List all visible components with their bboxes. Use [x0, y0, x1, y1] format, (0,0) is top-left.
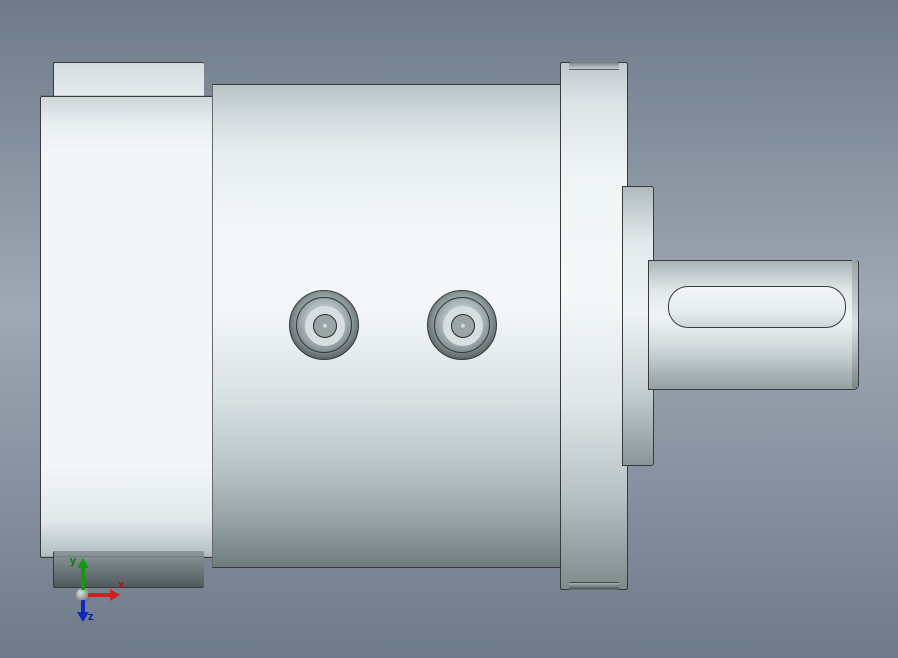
triad-x-axis: [88, 593, 112, 597]
cad-model[interactable]: [40, 62, 870, 592]
shaft-end-face: [852, 260, 859, 388]
rear-block-edge-t: [40, 95, 216, 96]
cad-viewport[interactable]: y x z: [0, 0, 898, 658]
triad-y-axis: [81, 566, 85, 590]
hole-1-ring: [296, 297, 352, 353]
shaft-key-slot: [668, 286, 846, 328]
rear-block-edge-b: [40, 556, 216, 557]
triad-x-label: x: [118, 580, 124, 591]
triad-y-arrow: [77, 558, 89, 568]
countersunk-hole-1: [289, 290, 359, 360]
countersunk-hole-2: [427, 290, 497, 360]
front-flange-plate: [560, 62, 628, 590]
rear-hex-block: [40, 66, 216, 586]
rear-block-face: [40, 96, 218, 558]
view-triad[interactable]: y x z: [70, 558, 130, 618]
hole-2-ring: [434, 297, 490, 353]
triad-z-label: z: [88, 612, 94, 623]
main-cylinder-body: [212, 84, 566, 568]
triad-y-label: y: [70, 556, 76, 567]
